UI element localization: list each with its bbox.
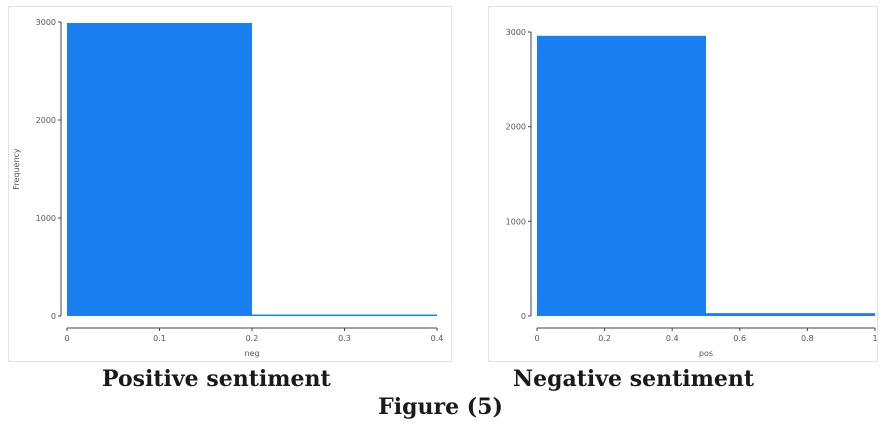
y-tick-label: 1000 <box>506 217 526 226</box>
right-histogram-panel: 0 1000 2000 3000 0 0.2 0.4 0.6 0.8 1 pos <box>488 6 878 362</box>
x-tick-label: 0.4 <box>666 334 679 343</box>
x-tick-label: 1 <box>872 334 877 343</box>
y-tick-label: 0 <box>51 312 56 321</box>
left-histogram-panel: 0 1000 2000 3000 0 0.1 0.2 0.3 0.4 neg Frequency <box>8 6 452 362</box>
x-tick-label: 0.3 <box>338 334 351 343</box>
right-chart-caption: Negative sentiment <box>513 366 755 392</box>
x-axis-label: pos <box>699 349 713 358</box>
x-axis-label: neg <box>244 349 259 358</box>
x-tick-label: 0 <box>64 334 69 343</box>
left-histogram-chart: 0 1000 2000 3000 0 0.1 0.2 0.3 0.4 neg Frequency <box>12 18 444 358</box>
y-tick-label: 2000 <box>506 123 526 132</box>
histogram-bar <box>706 313 875 316</box>
histogram-bar <box>252 314 437 317</box>
y-tick-label: 1000 <box>36 214 56 223</box>
right-histogram-chart: 0 1000 2000 3000 0 0.2 0.4 0.6 0.8 1 pos <box>506 28 878 358</box>
x-tick-label: 0.2 <box>246 334 259 343</box>
x-tick-label: 0.2 <box>598 334 611 343</box>
y-tick-label: 3000 <box>506 28 526 37</box>
y-axis-label: Frequency <box>12 148 21 190</box>
histogram-bar <box>67 22 252 316</box>
x-tick-label: 0 <box>534 334 539 343</box>
y-tick-label: 3000 <box>36 18 56 27</box>
x-tick-label: 0.1 <box>153 334 166 343</box>
figure-caption: Figure (5) <box>378 394 503 420</box>
histogram-bar <box>537 35 706 316</box>
left-chart-caption: Positive sentiment <box>102 366 331 392</box>
y-tick-label: 0 <box>521 312 526 321</box>
x-tick-label: 0.8 <box>801 334 814 343</box>
y-tick-label: 2000 <box>36 116 56 125</box>
x-tick-label: 0.6 <box>733 334 746 343</box>
x-tick-label: 0.4 <box>431 334 444 343</box>
